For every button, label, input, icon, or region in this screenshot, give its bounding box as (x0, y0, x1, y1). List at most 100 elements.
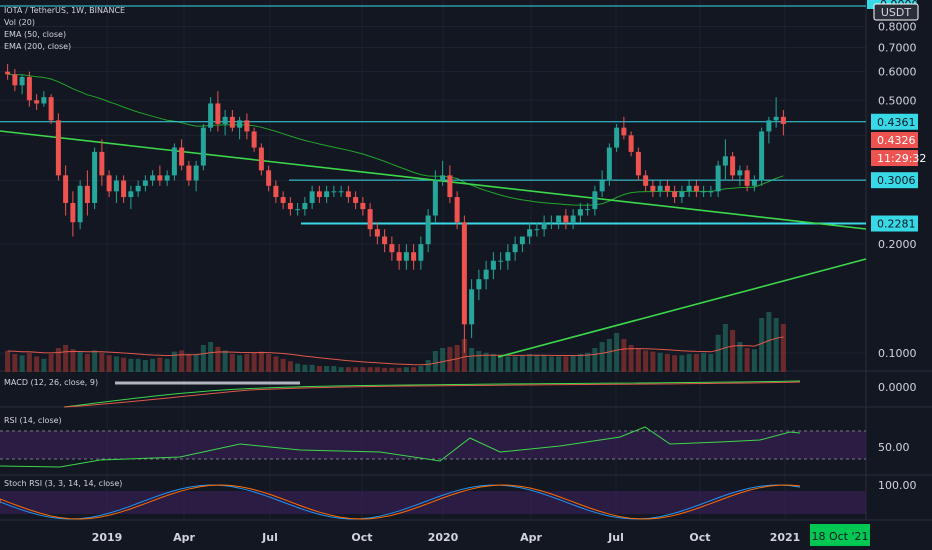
indicator-ema200[interactable]: EMA (200, close) (4, 42, 72, 51)
candle-body (222, 116, 228, 124)
volume-bar (730, 330, 736, 372)
candle-body (331, 191, 337, 193)
volume-bar (548, 356, 554, 372)
currency-label: USDT (881, 6, 912, 19)
volume-bar (389, 367, 395, 372)
candle-body (541, 222, 547, 230)
volume-bar (77, 351, 83, 372)
volume-bar (229, 354, 235, 372)
candle-body (534, 229, 540, 231)
candle-body (621, 127, 627, 136)
candle-body (664, 185, 670, 192)
candle-body (324, 191, 330, 198)
price-scale[interactable]: 0.80000.70000.60000.50000.20000.10000.90… (867, 0, 926, 492)
volume-bar (643, 350, 649, 372)
candle-body (505, 252, 511, 261)
level-upper-tag (871, 113, 918, 130)
time-axis[interactable]: 2019 Apr Jul Oct 2020 Apr Jul Oct 2021 18 Oct '21 (92, 524, 870, 546)
volume-bar (751, 349, 757, 372)
candle-body (650, 185, 656, 192)
volume-bar (19, 355, 25, 372)
candle-body (693, 185, 699, 192)
candle-body (128, 191, 134, 198)
volume-bar (360, 367, 366, 372)
candle-body (157, 175, 163, 181)
candle-body (150, 175, 156, 181)
volume-bar (614, 333, 620, 372)
candle-body (280, 197, 286, 203)
time-label: Jul (261, 531, 278, 544)
volume-bar (585, 352, 591, 372)
level-mid-tag-text: 0.3006 (877, 174, 916, 187)
volume-bar (686, 354, 692, 372)
volume-bar (179, 350, 185, 372)
candle-body (715, 165, 721, 192)
candle-body (186, 165, 192, 181)
stoch-d-line (0, 484, 801, 520)
volume-bar (447, 346, 453, 372)
candle-body (527, 229, 533, 237)
volume-bar (157, 357, 163, 372)
volume-bar (411, 367, 417, 372)
volume-bar (142, 360, 148, 372)
last-price-tag (871, 132, 918, 149)
time-label: 2021 (770, 531, 801, 544)
date-badge[interactable] (810, 524, 870, 546)
candle-body (70, 202, 76, 223)
candle-body (577, 209, 583, 216)
candle-body (99, 151, 105, 176)
level-upper-tag-text: 0.4361 (877, 116, 916, 129)
candle-body (208, 103, 214, 128)
candle-body (229, 116, 235, 128)
stoch-tick: 100.00 (878, 479, 917, 492)
volume-bar (316, 366, 322, 372)
volume-bar (135, 358, 141, 372)
rsi-line (0, 426, 801, 468)
candle-body (469, 289, 475, 325)
volume-bar (534, 355, 540, 372)
indicator-vol[interactable]: Vol (20) (4, 18, 35, 27)
volume-bar (353, 367, 359, 372)
volume-bar (432, 351, 438, 372)
volume-bar (171, 351, 177, 372)
volume-bar (309, 364, 315, 372)
candle-body (643, 175, 649, 186)
macd-tick: 0.0000 (878, 381, 917, 394)
volume-bar (599, 342, 605, 372)
volume-bar (693, 354, 699, 372)
candle-body (780, 116, 786, 124)
candle-body (316, 191, 322, 198)
volume-bar (84, 354, 90, 372)
volume-bar (759, 318, 765, 372)
candle-body (273, 185, 279, 198)
volume-bar (715, 334, 721, 372)
volume-bar (338, 367, 344, 372)
indicator-ema50[interactable]: EMA (50, close) (4, 30, 67, 39)
volume-bar (164, 358, 170, 372)
level-mid-tag (871, 172, 918, 189)
volume-bar (519, 355, 525, 372)
volume-bar (664, 354, 670, 372)
time-label: Oct (351, 531, 372, 544)
volume-bar (744, 348, 750, 372)
currency-badge[interactable] (873, 3, 919, 21)
candle-body (367, 209, 373, 230)
last-price-tag-text: 0.4326 (877, 134, 916, 147)
candle-body (215, 103, 221, 124)
candle-body (360, 202, 366, 210)
level-low-tag-text: 0.2281 (877, 218, 916, 231)
candle-body (179, 147, 185, 166)
candle-body (606, 147, 612, 181)
volume-bar (461, 339, 467, 372)
time-label: Apr (520, 531, 542, 544)
rsi-band (0, 431, 866, 459)
candle-body (12, 74, 18, 86)
candle-body (737, 170, 743, 176)
volume-bar (208, 342, 214, 372)
volume-bar (766, 312, 772, 372)
candle-body (483, 269, 489, 280)
time-label: Jul (607, 531, 624, 544)
candle-body (722, 156, 728, 166)
volume-bar (773, 318, 779, 372)
